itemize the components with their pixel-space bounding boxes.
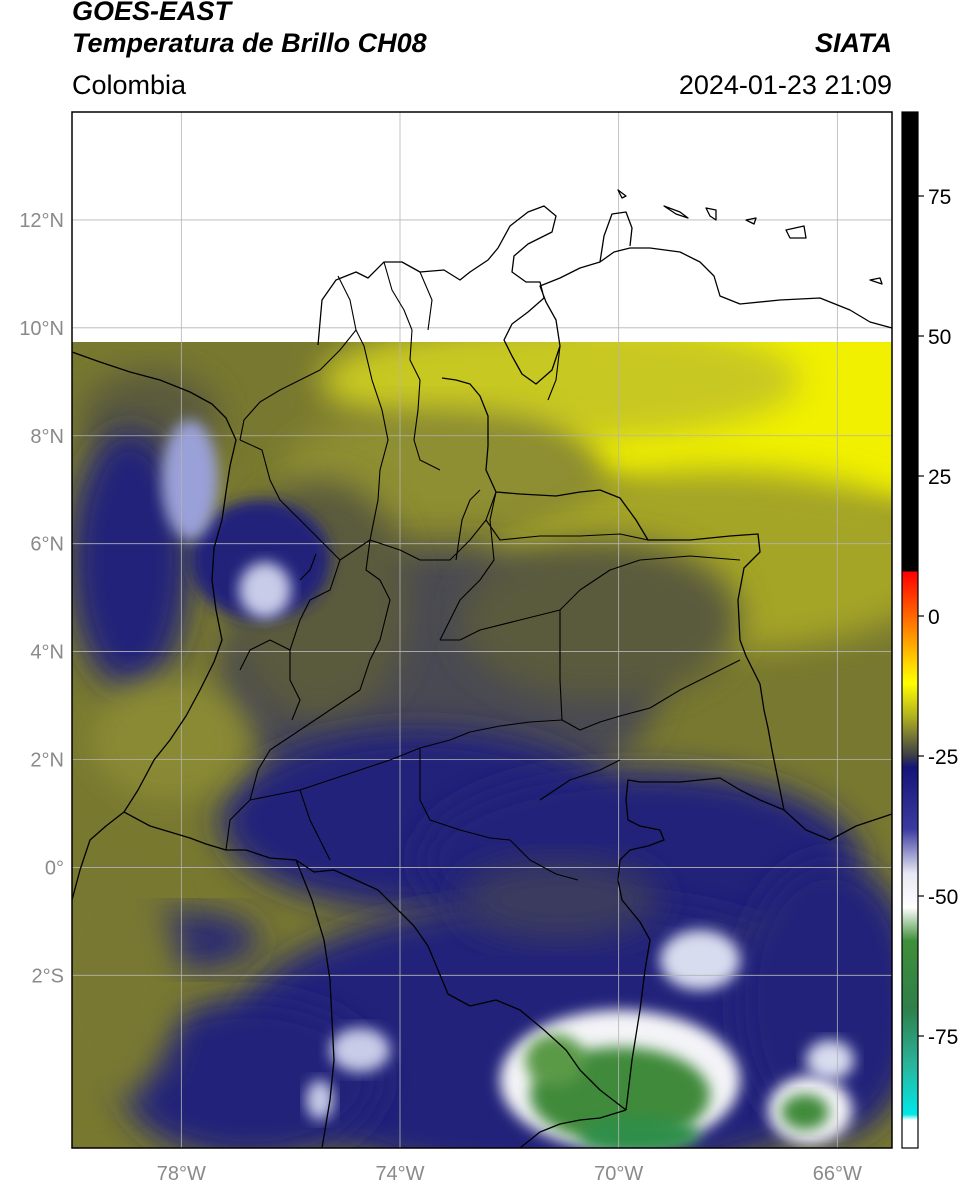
latitude-tick-labels: 12°N 10°N 8°N 6°N 4°N 2°N 0° 2°S bbox=[19, 210, 64, 987]
lat-tick-label: 12°N bbox=[19, 210, 64, 232]
ecuador-peru-border bbox=[295, 859, 335, 1148]
colombia-venezuela-border bbox=[441, 377, 785, 811]
peru-brazil-border bbox=[519, 1109, 627, 1148]
colorbar-tick-labels: 75 50 25 0 -25 -50 -75 bbox=[918, 186, 958, 1049]
colorbar-tick-label: -75 bbox=[928, 1026, 958, 1049]
lat-tick-label: 8°N bbox=[30, 426, 64, 448]
borders bbox=[72, 189, 892, 1148]
organization-label: SIATA bbox=[815, 28, 892, 58]
lat-tick-label: 4°N bbox=[30, 642, 64, 664]
colorbar-tick-label: -25 bbox=[928, 746, 958, 769]
pacific-coastline bbox=[72, 351, 237, 901]
lat-tick-label: 6°N bbox=[30, 534, 64, 556]
colorbar: 75 50 25 0 -25 -50 -75 bbox=[901, 111, 958, 1149]
island-aruba bbox=[617, 189, 627, 199]
satellite-title: GOES-EAST bbox=[72, 0, 232, 26]
lat-tick-label: 0° bbox=[45, 857, 64, 879]
colombia-peru-border bbox=[295, 859, 627, 1111]
island-bonaire bbox=[705, 207, 717, 221]
graticule bbox=[72, 112, 892, 1148]
island-los-roques bbox=[745, 217, 757, 225]
brightness-temperature-field bbox=[72, 342, 892, 1148]
island-margarita bbox=[785, 225, 807, 239]
lat-tick-label: 2°N bbox=[30, 750, 64, 772]
colorbar-tick-label: -50 bbox=[928, 886, 958, 909]
colorbar-tick-label: 0 bbox=[928, 606, 940, 629]
colorbar-tick-label: 75 bbox=[928, 186, 951, 209]
map-axes-frame bbox=[71, 111, 893, 1149]
timestamp-label: 2024-01-23 21:09 bbox=[678, 70, 892, 100]
island-tortuga bbox=[869, 277, 883, 285]
venezuela-brazil-border bbox=[783, 809, 892, 841]
colorbar-gradient bbox=[901, 111, 919, 1149]
caribbean-coastline bbox=[317, 205, 892, 385]
longitude-tick-labels: 78°W 74°W 70°W 66°W bbox=[157, 1163, 862, 1185]
lon-tick-label: 78°W bbox=[157, 1163, 206, 1185]
island-curacao bbox=[663, 205, 689, 219]
colombia-brazil-border bbox=[617, 777, 785, 1111]
lat-tick-label: 10°N bbox=[19, 318, 64, 340]
lon-tick-label: 70°W bbox=[594, 1163, 643, 1185]
colombia-ecuador-border bbox=[123, 811, 297, 861]
paraguana-peninsula bbox=[599, 211, 633, 263]
lon-tick-label: 66°W bbox=[813, 1163, 862, 1185]
colorbar-tick-label: 25 bbox=[928, 466, 951, 489]
region-label: Colombia bbox=[72, 70, 187, 100]
department-borders bbox=[225, 261, 741, 881]
product-title: Temperatura de Brillo CH08 bbox=[72, 28, 427, 58]
colorbar-tick-label: 50 bbox=[928, 326, 951, 349]
lon-tick-label: 74°W bbox=[375, 1163, 424, 1185]
lat-tick-label: 2°S bbox=[32, 965, 64, 987]
